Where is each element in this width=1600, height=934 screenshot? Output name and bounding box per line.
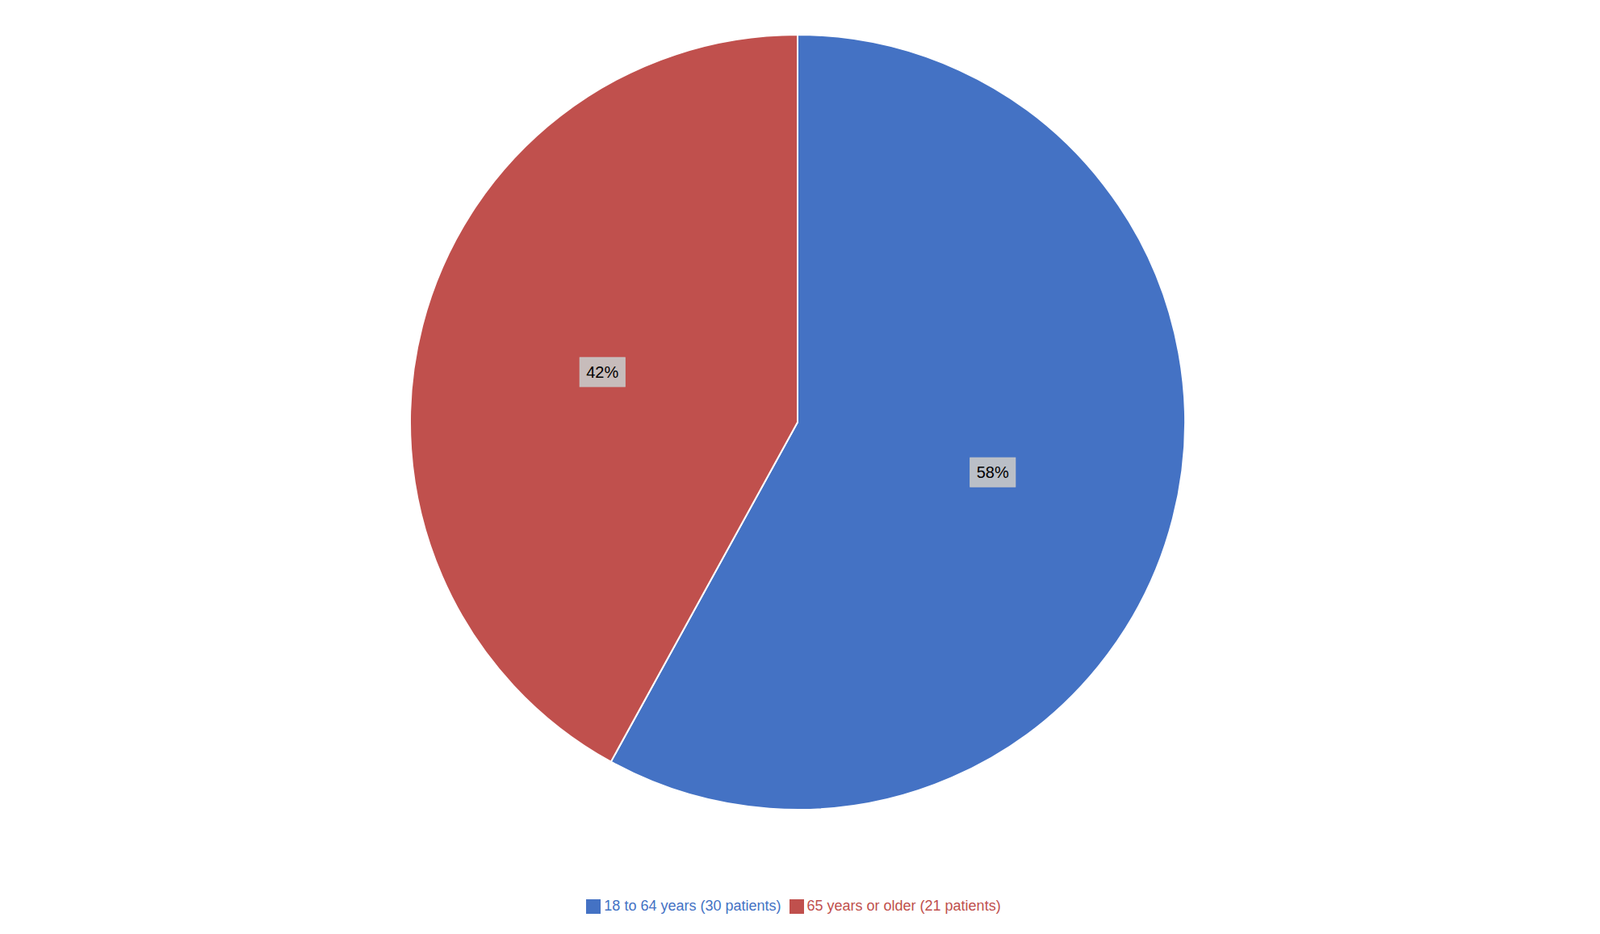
svg-text:42%: 42% bbox=[586, 363, 619, 382]
html-text:18 to 64 years (30 patients): 18 to 64 years (30 patients) bbox=[604, 897, 782, 914]
svg-text:58%: 58% bbox=[976, 463, 1010, 482]
html-text:65 years or older (21 patients: 65 years or older (21 patients) bbox=[806, 897, 1001, 914]
